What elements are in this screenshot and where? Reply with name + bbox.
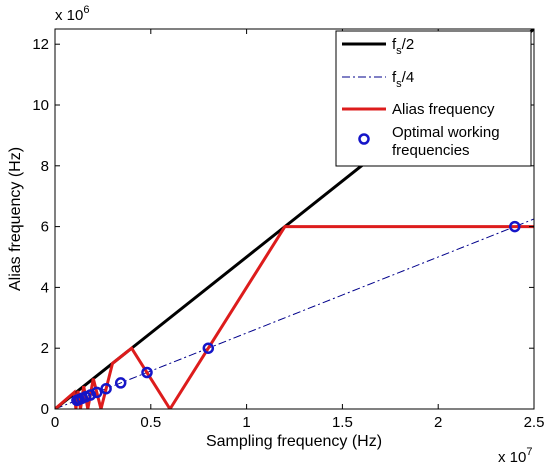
optimal-point-2 [141,366,153,379]
legend-label-alias: Alias frequency [392,101,495,118]
x-axis-label: Sampling frequency (Hz) [206,433,382,450]
y-tick-label-4: 8 [41,158,49,175]
optimal-point-4 [100,382,112,395]
x-multiplier: x 107 [498,446,532,466]
legend-fs4-tail: /4 [402,69,415,86]
y-multiplier-exponent: 6 [83,4,89,16]
legend-fs4-main: f [392,69,397,86]
fs-quarter-line [55,218,534,409]
legend-box [335,30,532,167]
legend-fs2-main: f [392,36,397,53]
y-multiplier: x 106 [55,4,89,24]
optimal-point-5 [91,386,103,399]
y-tick-label-6: 12 [32,36,49,53]
legend-swatch-optimal [358,133,370,145]
x-multiplier-base: x 10 [498,449,526,466]
y-tick-label-0: 0 [41,401,49,418]
legend-optimal-line1: Optimal working [392,124,500,141]
x-tick-label-1: 0.5 [140,414,161,431]
y-tick-label-5: 10 [32,97,49,114]
y-tick-label-3: 6 [41,219,49,236]
x-tick-label-0: 0 [51,414,59,431]
legend: fs/2 fs/4 Alias frequency Optimal workin… [335,30,532,167]
optimal-point-3 [114,377,127,389]
x-tick-label-5: 2.5 [524,414,545,431]
y-axis-label: Alias frequency (Hz) [7,147,24,291]
legend-label-fs2: fs/2 [392,36,414,57]
optimal-point-0 [509,220,521,233]
x-tick-label-3: 1.5 [332,414,353,431]
legend-fs2-tail: /2 [402,36,415,53]
legend-fs2-sub: s [396,45,402,57]
optimal-point-1 [202,342,215,354]
x-multiplier-exponent: 7 [526,446,532,458]
x-tick-label-2: 1 [242,414,250,431]
x-tick-label-4: 2 [434,414,442,431]
legend-optimal-line2: frequencies [392,142,470,159]
optimal-point-10 [71,394,83,407]
ticks-layer: 0 0.5 1 1.5 2 2.5 0 2 4 6 8 10 12 [32,29,544,431]
plot-frame [54,28,535,410]
y-multiplier-base: x 10 [55,7,83,24]
y-tick-label-1: 2 [41,340,49,357]
legend-label-optimal: Optimal working frequencies [392,124,500,159]
legend-label-fs4: fs/4 [392,69,414,90]
y-tick-label-2: 4 [41,279,49,296]
legend-fs4-sub: s [396,78,402,90]
